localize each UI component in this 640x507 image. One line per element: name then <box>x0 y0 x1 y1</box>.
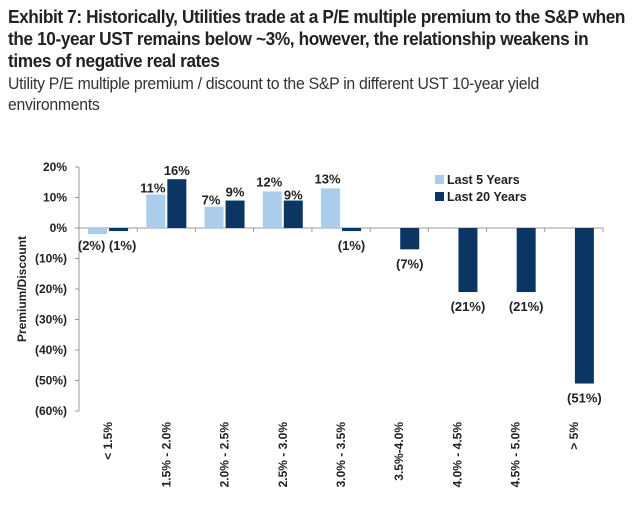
legend-label-last-20-years: Last 20 Years <box>447 190 527 204</box>
x-tick-label: 4.0% - 4.5% <box>450 422 464 488</box>
bar-last-5-years <box>321 188 340 228</box>
bars <box>88 179 594 384</box>
bar-last-5-years <box>146 194 166 228</box>
y-tick-label: (10%) <box>35 252 67 266</box>
data-label-last-5-years: 7% <box>202 193 221 208</box>
y-tick-label: (20%) <box>35 282 67 296</box>
legend: Last 5 Years Last 20 Years <box>435 173 527 204</box>
chart-subtitle: Utility P/E multiple premium / discount … <box>8 74 540 114</box>
bar-last-20-years <box>400 228 420 250</box>
y-tick-label: (50%) <box>35 374 67 388</box>
data-label-last-20-years: (1%) <box>109 238 136 253</box>
y-tick-label: 10% <box>43 191 67 205</box>
x-tick-label: < 1.5% <box>101 422 115 460</box>
legend-swatch-last-5-years <box>435 175 444 184</box>
data-label-last-20-years: 9% <box>284 188 303 203</box>
legend-swatch-last-20-years <box>435 192 444 201</box>
data-label-last-20-years: (51%) <box>567 391 602 406</box>
data-label-last-20-years: (21%) <box>451 299 486 314</box>
y-axis-title: Premium/Discount <box>15 236 29 342</box>
bar-last-20-years <box>225 200 245 228</box>
bar-last-20-years <box>516 228 536 293</box>
x-tick-label: 1.5% - 2.0% <box>159 422 173 488</box>
x-tick-label: 4.5% - 5.0% <box>509 422 523 488</box>
data-label-last-20-years: 9% <box>226 185 245 200</box>
y-tick-label: 20% <box>43 160 67 174</box>
data-label-last-5-years: (2%) <box>78 238 105 253</box>
data-label-last-20-years: (7%) <box>396 256 423 271</box>
y-tick-label: (40%) <box>35 343 67 357</box>
data-label-last-20-years: (21%) <box>509 299 544 314</box>
data-label-last-5-years: 12% <box>256 174 282 189</box>
x-tick-label: > 5% <box>567 422 581 450</box>
x-tick-label: 2.0% - 2.5% <box>218 422 232 488</box>
data-label-last-5-years: 13% <box>314 171 340 186</box>
axes: 20% 10% 0% (10%) (20%) (30%) (40%) (50%) (60%) Pr… <box>15 160 604 488</box>
data-label-last-20-years: 16% <box>164 163 190 178</box>
bar-last-20-years <box>574 228 594 384</box>
bar-last-20-years <box>167 179 187 228</box>
x-tick-label: 2.5% - 3.0% <box>276 422 290 488</box>
bar-last-5-years <box>88 228 108 235</box>
bar-last-20-years <box>458 228 478 293</box>
bar-last-5-years <box>204 206 224 228</box>
data-label-last-5-years: 11% <box>140 180 166 195</box>
bar-last-20-years <box>283 200 303 228</box>
bar-last-5-years <box>262 191 282 228</box>
chart-title: Exhibit 7: Historically, Utilities trade… <box>8 6 626 71</box>
x-tick-label: 3.0% - 3.5% <box>334 422 348 488</box>
data-label-last-20-years: (1%) <box>338 238 365 253</box>
y-tick-label: 0% <box>50 221 68 235</box>
y-tick-label: (60%) <box>35 404 67 418</box>
legend-label-last-5-years: Last 5 Years <box>447 173 520 187</box>
x-tick-label: 3.5%-4.0% <box>392 422 406 481</box>
y-tick-label: (30%) <box>35 313 67 327</box>
bar-last-20-years <box>342 228 361 232</box>
bar-last-20-years <box>109 228 129 232</box>
data-labels: (2%) (1%)11%16%7%9%12%9%13%(1%)(7%)(21%)(… <box>78 163 602 405</box>
